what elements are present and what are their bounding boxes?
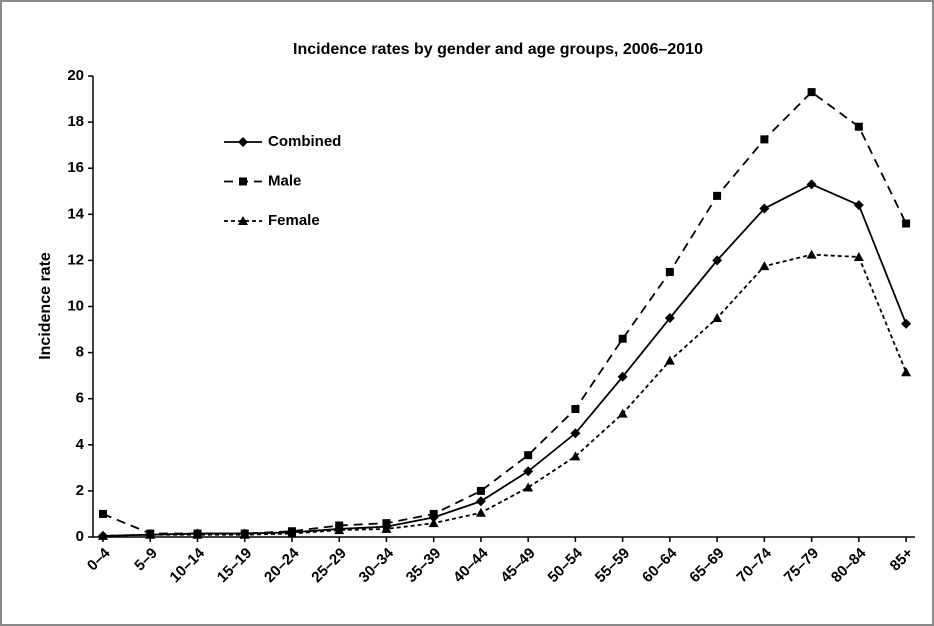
series-line: [102, 253, 907, 537]
marker: [192, 529, 203, 539]
marker: [475, 507, 486, 517]
marker: [429, 509, 438, 518]
marker: [617, 371, 628, 382]
y-tick-label: 20: [67, 67, 84, 84]
y-tick-label: 14: [67, 205, 84, 222]
marker: [98, 530, 108, 540]
marker: [806, 249, 817, 259]
marker: [99, 509, 107, 518]
marker: [854, 122, 863, 131]
marker: [664, 313, 675, 324]
marker: [382, 519, 391, 528]
marker: [381, 523, 392, 533]
y-axis-label: Incidence rate: [37, 252, 54, 360]
legend-marker: [238, 216, 248, 225]
marker: [902, 219, 911, 228]
legend-marker: [238, 137, 248, 147]
marker: [334, 525, 345, 535]
marker: [712, 313, 723, 323]
chart-title: Incidence rates by gender and age groups…: [293, 41, 703, 58]
marker: [853, 200, 864, 211]
y-tick-label: 18: [67, 113, 84, 130]
marker: [145, 529, 156, 539]
marker: [428, 518, 439, 528]
marker: [570, 451, 581, 461]
marker: [571, 405, 580, 414]
legend-label: Female: [268, 212, 320, 229]
y-tick-label: 4: [76, 436, 85, 453]
marker: [901, 318, 912, 329]
y-tick-label: 12: [67, 251, 84, 268]
marker: [853, 251, 864, 261]
y-tick-label: 2: [76, 482, 84, 499]
marker: [807, 88, 816, 97]
marker: [664, 355, 675, 365]
marker: [286, 528, 297, 538]
marker: [618, 334, 627, 343]
series-line: [102, 90, 907, 535]
marker: [476, 486, 485, 495]
marker: [523, 482, 534, 492]
marker: [901, 367, 912, 377]
marker: [524, 451, 533, 460]
marker: [759, 203, 770, 214]
marker: [523, 466, 534, 477]
marker: [617, 408, 628, 418]
marker: [760, 135, 769, 144]
marker: [806, 179, 817, 190]
y-tick-label: 10: [67, 297, 84, 314]
marker: [712, 255, 723, 266]
y-tick-label: 0: [76, 528, 84, 545]
marker: [239, 529, 250, 539]
marker: [713, 191, 722, 200]
marker: [475, 496, 486, 507]
y-tick-label: 16: [67, 159, 84, 176]
legend-label: Male: [268, 172, 301, 189]
y-tick-label: 8: [76, 344, 84, 361]
legend-label: Combined: [268, 133, 341, 150]
marker: [570, 428, 581, 439]
y-tick-label: 6: [76, 390, 84, 407]
marker: [665, 267, 674, 276]
legend-marker: [239, 177, 247, 186]
marker: [759, 261, 770, 271]
